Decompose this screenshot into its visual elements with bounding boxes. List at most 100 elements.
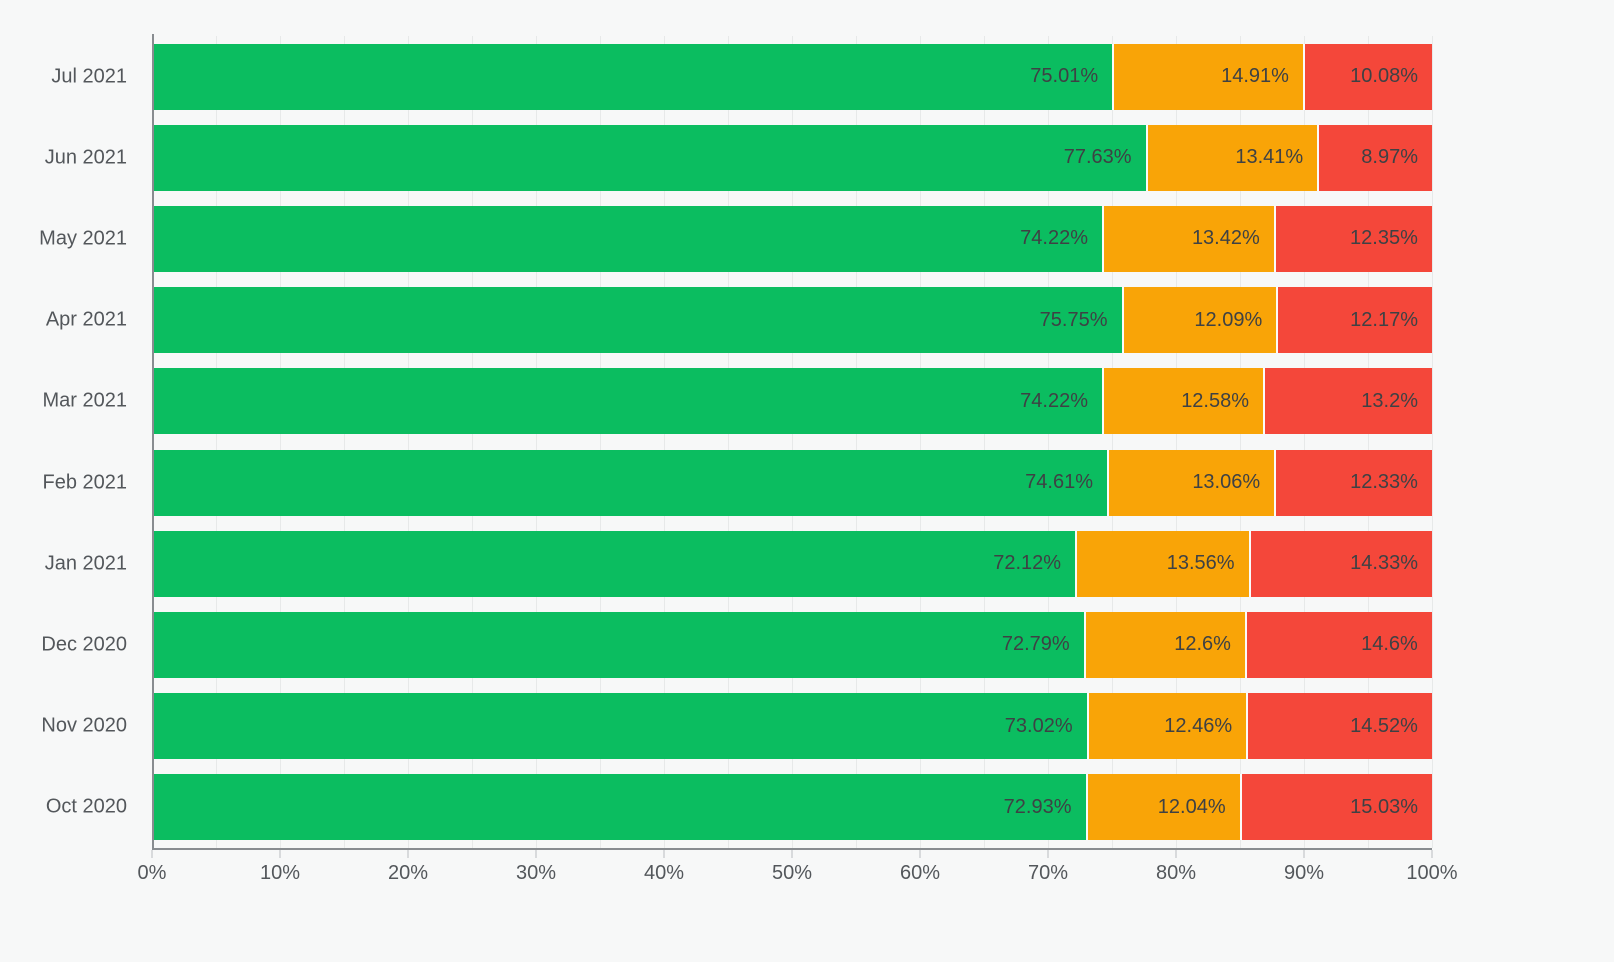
x-tick-mark [919, 850, 921, 858]
x-tick-mark [1303, 850, 1305, 858]
bar-row: Feb 2021 74.61% 13.06% 12.33% [42, 449, 1432, 516]
bar-segment-orange: 12.58% [1102, 368, 1264, 435]
bar-segment-orange: 12.6% [1083, 611, 1245, 678]
segment-value-label: 74.22% [1020, 227, 1089, 250]
segment-value-label: 13.56% [1166, 552, 1235, 575]
x-tick-label: 10% [259, 862, 301, 884]
bar-row: Mar 2021 74.22% 12.58% 13.2% [43, 368, 1432, 435]
x-axis-line [152, 848, 1432, 850]
segment-value-label: 75.01% [1030, 65, 1099, 88]
category-label: Nov 2020 [41, 714, 127, 737]
bar-segment-red: 12.17% [1276, 287, 1432, 354]
x-tick-label: 30% [515, 862, 557, 884]
x-tick-mark [1175, 850, 1177, 858]
x-tick-label: 0% [137, 862, 167, 884]
segment-value-label: 12.17% [1350, 308, 1418, 331]
bar-row: Oct 2020 72.93% 12.04% 15.03% [46, 774, 1432, 841]
stacked-bar: 74.22% 12.58% 13.2% [152, 368, 1432, 435]
stacked-bar: 73.02% 12.46% 14.52% [152, 693, 1432, 760]
bar-row: May 2021 74.22% 13.42% 12.35% [39, 205, 1432, 272]
stacked-bar: 72.79% 12.6% 14.6% [152, 611, 1432, 678]
stacked-bar: 72.93% 12.04% 15.03% [152, 774, 1432, 841]
bar-segment-green: 72.12% [152, 530, 1076, 597]
plot-area: Jul 2021 75.01% 14.91% 10.08% Jun 2021 77.63%… [39, 34, 1458, 884]
x-tick-label: 70% [1027, 862, 1069, 884]
stacked-bar: 77.63% 13.41% 8.97% [152, 124, 1432, 191]
segment-value-label: 12.58% [1181, 389, 1250, 412]
segment-value-label: 8.97% [1361, 146, 1418, 169]
segment-value-label: 14.91% [1221, 65, 1289, 88]
category-label: Dec 2020 [41, 633, 127, 656]
bar-segment-green: 72.93% [152, 774, 1086, 841]
segment-value-label: 13.42% [1191, 227, 1260, 250]
bar-segment-red: 14.6% [1244, 611, 1432, 678]
segment-value-label: 13.41% [1235, 146, 1304, 169]
stacked-bar: 74.61% 13.06% 12.33% [152, 449, 1432, 516]
x-tick-label: 20% [387, 862, 429, 884]
segment-value-label: 13.2% [1361, 389, 1418, 412]
bar-segment-green: 74.22% [152, 368, 1103, 435]
segment-value-label: 73.02% [1004, 714, 1073, 737]
bar-segment-green: 75.75% [152, 287, 1122, 354]
bar-row: Jan 2021 72.12% 13.56% 14.33% [45, 530, 1432, 597]
bar-segment-green: 73.02% [152, 693, 1087, 760]
bar-segment-red: 12.35% [1273, 205, 1432, 272]
segment-value-label: 72.93% [1003, 795, 1072, 818]
segment-value-label: 14.52% [1350, 714, 1418, 737]
bar-rows: Jul 2021 75.01% 14.91% 10.08% Jun 2021 77.63%… [39, 36, 1432, 848]
bar-row: Dec 2020 72.79% 12.6% 14.6% [41, 611, 1432, 678]
x-tick-label: 80% [1155, 862, 1197, 884]
y-axis-line [152, 34, 154, 848]
bar-segment-red: 15.03% [1239, 774, 1432, 841]
bar-segment-orange: 13.06% [1107, 449, 1275, 516]
x-tick-mark [279, 850, 281, 858]
bar-segment-orange: 13.56% [1075, 530, 1249, 597]
stacked-bar: 75.75% 12.09% 12.17% [152, 287, 1432, 354]
bar-segment-orange: 13.42% [1102, 205, 1274, 272]
x-tick-mark [535, 850, 537, 858]
category-label: Oct 2020 [45, 795, 127, 818]
x-tick-mark [791, 850, 793, 858]
bar-segment-orange: 13.41% [1145, 124, 1318, 191]
category-label: Feb 2021 [42, 471, 127, 494]
category-label: Jul 2021 [51, 65, 127, 88]
bar-segment-red: 10.08% [1302, 43, 1432, 110]
bar-segment-red: 14.52% [1246, 693, 1432, 760]
segment-value-label: 10.08% [1350, 65, 1418, 88]
bar-row: Jun 2021 77.63% 13.41% 8.97% [45, 124, 1432, 191]
bar-segment-green: 77.63% [152, 124, 1146, 191]
bar-segment-red: 14.33% [1248, 530, 1432, 597]
category-label: Apr 2021 [45, 308, 127, 331]
segment-value-label: 72.79% [1001, 633, 1070, 656]
segment-value-label: 12.35% [1350, 227, 1418, 250]
bar-row: Apr 2021 75.75% 12.09% 12.17% [46, 287, 1432, 354]
bar-segment-red: 8.97% [1317, 124, 1432, 191]
segment-value-label: 12.6% [1174, 633, 1231, 656]
bar-segment-green: 72.79% [152, 611, 1084, 678]
stacked-bar: 74.22% 13.42% 12.35% [152, 205, 1432, 272]
segment-value-label: 12.09% [1194, 308, 1263, 331]
category-label: Mar 2021 [42, 389, 128, 412]
segment-value-label: 15.03% [1350, 795, 1418, 818]
bar-segment-orange: 12.04% [1085, 774, 1240, 841]
segment-value-label: 12.33% [1350, 471, 1418, 494]
segment-value-label: 74.61% [1025, 471, 1093, 494]
x-tick-label: 40% [643, 862, 685, 884]
segment-value-label: 72.12% [993, 552, 1062, 575]
segment-value-label: 12.46% [1164, 714, 1233, 737]
x-tick-mark [151, 850, 153, 858]
bar-segment-orange: 12.46% [1086, 693, 1247, 760]
bar-segment-orange: 12.09% [1121, 287, 1277, 354]
x-tick-mark [407, 850, 409, 858]
bar-segment-green: 74.61% [152, 449, 1107, 516]
segment-value-label: 74.22% [1020, 389, 1089, 412]
segment-value-label: 77.63% [1063, 146, 1132, 169]
segment-value-label: 12.04% [1157, 795, 1226, 818]
x-tick-label: 60% [899, 862, 941, 884]
gridline [1432, 36, 1433, 848]
bar-segment-orange: 14.91% [1112, 43, 1303, 110]
bar-segment-green: 75.01% [152, 43, 1113, 110]
category-label: May 2021 [39, 227, 127, 250]
x-tick-label: 50% [771, 862, 813, 884]
